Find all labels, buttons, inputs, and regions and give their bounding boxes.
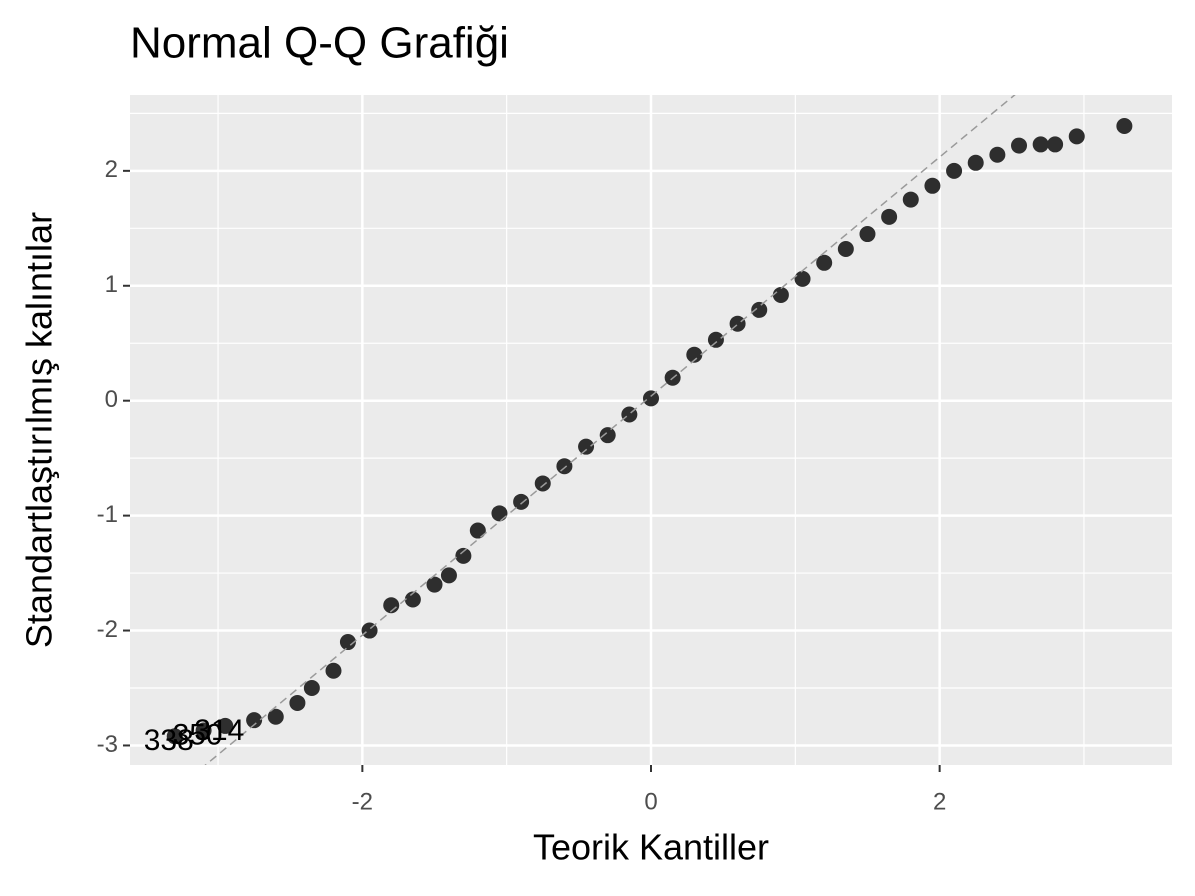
x-axis-title: Teorik Kantiller xyxy=(533,827,769,868)
point xyxy=(816,254,833,271)
point xyxy=(339,634,356,651)
point xyxy=(426,576,443,593)
point xyxy=(195,722,212,739)
point xyxy=(556,458,573,475)
point-label: 314 xyxy=(194,714,244,747)
x-tick-label: 2 xyxy=(933,788,946,815)
y-tick-label: -2 xyxy=(97,616,118,643)
y-axis-title: Standartlaştırılmış kalıntılar xyxy=(19,212,60,648)
point xyxy=(794,270,811,287)
point xyxy=(513,493,530,510)
point xyxy=(289,694,306,711)
point xyxy=(1011,137,1028,154)
point xyxy=(946,162,963,179)
point xyxy=(967,154,984,171)
point xyxy=(455,547,472,564)
point xyxy=(267,708,284,725)
y-tick-label: -3 xyxy=(97,731,118,758)
point xyxy=(686,346,703,363)
point xyxy=(989,146,1006,163)
y-tick-label: 1 xyxy=(105,271,118,298)
point xyxy=(924,177,941,194)
point xyxy=(1116,118,1133,135)
point xyxy=(469,522,486,539)
point xyxy=(383,597,400,614)
point xyxy=(1032,136,1049,153)
point xyxy=(325,662,342,679)
x-tick-label: -2 xyxy=(352,788,373,815)
point xyxy=(1047,136,1064,153)
point xyxy=(859,226,876,243)
point xyxy=(707,331,724,348)
y-tick-label: 2 xyxy=(105,156,118,183)
point-label: 350 xyxy=(173,718,223,751)
x-tick-label: 0 xyxy=(644,788,657,815)
point xyxy=(837,240,854,257)
point xyxy=(751,301,768,318)
point xyxy=(578,438,595,455)
point xyxy=(643,390,659,407)
point xyxy=(246,712,263,729)
point-label: 338 xyxy=(144,724,194,757)
point xyxy=(881,208,898,225)
point xyxy=(404,591,421,608)
chart-title: Normal Q-Q Grafiği xyxy=(130,19,509,68)
point xyxy=(599,427,616,444)
point xyxy=(440,567,457,584)
point xyxy=(491,505,508,522)
point xyxy=(303,680,320,697)
reference-line xyxy=(204,95,1016,765)
point xyxy=(217,717,234,734)
y-tick-label: 0 xyxy=(105,386,118,413)
point xyxy=(166,728,183,745)
point xyxy=(772,286,789,303)
y-tick-label: -1 xyxy=(97,501,118,528)
point xyxy=(1068,128,1085,145)
point xyxy=(534,475,551,492)
point xyxy=(902,191,919,208)
